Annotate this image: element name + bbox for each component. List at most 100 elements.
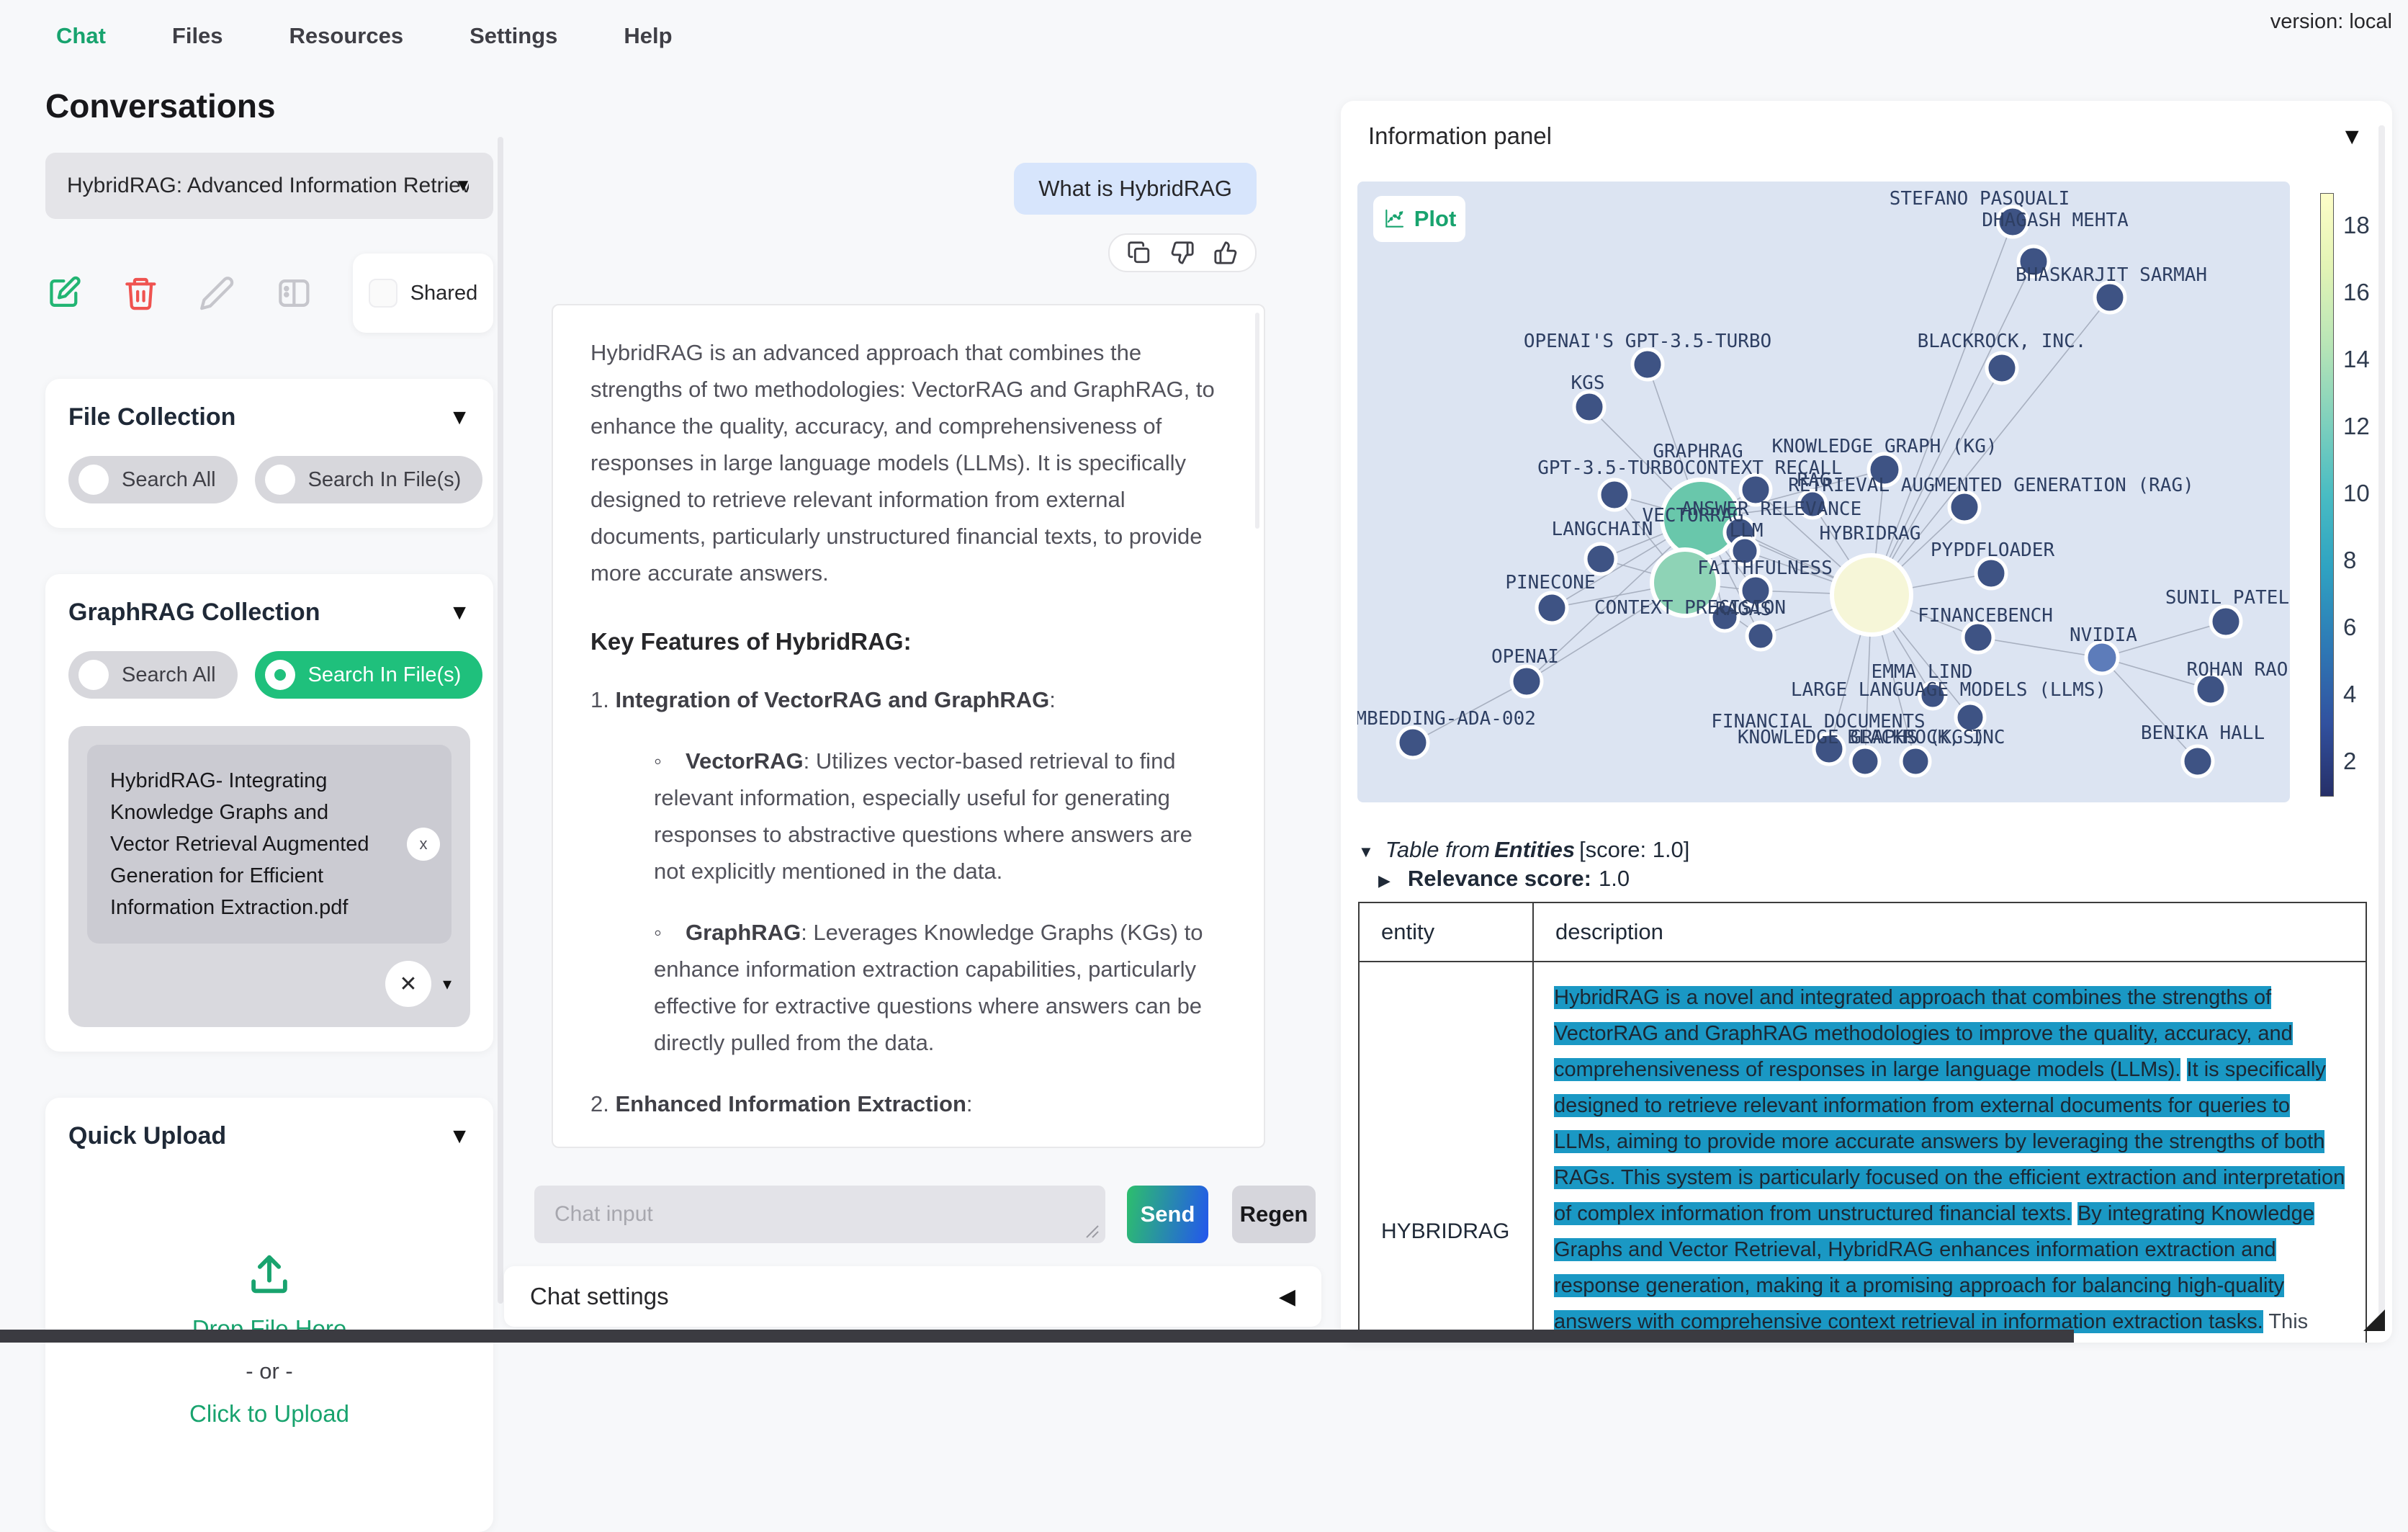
plot-tab-label: Plot: [1414, 206, 1457, 231]
graph-node-label: LANGCHAIN: [1552, 519, 1653, 540]
graph-node: [1583, 542, 1618, 576]
graph-node-label: LLM: [1730, 520, 1764, 542]
graph-node-label: BENIKA HALL: [2141, 722, 2265, 744]
information-panel: Information panel ▼ VECTORRAG HYBRIDRAG ST…: [1341, 101, 2392, 1343]
graph-node-label: GPT-3.5-TURBO: [1537, 457, 1684, 479]
resize-handle-icon[interactable]: [1084, 1223, 1100, 1239]
chat-input[interactable]: Chat input: [534, 1186, 1105, 1243]
send-button[interactable]: Send: [1127, 1186, 1208, 1243]
graph-node: [1509, 664, 1544, 699]
graph-node-label: RETRIEVAL AUGMENTED GENERATION (RAG): [1788, 475, 2194, 496]
graph-node: [1995, 205, 2030, 239]
regen-button[interactable]: Regen: [1232, 1186, 1316, 1243]
graph-node-label: EMMA LIND: [1872, 661, 1973, 683]
graph-node-label: GRAPHRAG: [1653, 441, 1743, 462]
graphrag-file-multiselect[interactable]: HybridRAG- Integrating Knowledge Graphs …: [68, 726, 470, 1027]
colorbar-tick: 12: [2343, 413, 2370, 439]
expand-triangle-icon[interactable]: ▶: [1378, 872, 1391, 890]
split-view-button[interactable]: [276, 274, 313, 312]
table-caption[interactable]: ▼ Table from Entities [score: 1.0]: [1358, 837, 1689, 863]
graph-node-label: ANSWER RELEVANCE: [1681, 498, 1861, 520]
colorbar-tick: 10: [2343, 480, 2370, 506]
collapse-icon[interactable]: ▼: [449, 405, 470, 429]
relevance-row[interactable]: ▶ Relevance score: 1.0: [1378, 866, 1630, 892]
colorbar-ticks: 18 16 14 12 10 8 6 4 2: [2343, 193, 2386, 797]
table-row: HYBRIDRAG HybridRAG is a novel and integ…: [1358, 961, 2367, 1343]
graph-node: [1745, 620, 1776, 652]
chevron-down-icon[interactable]: ▾: [442, 974, 452, 994]
graphrag-search-in-files-toggle[interactable]: Search In File(s): [254, 651, 483, 699]
description-column-header: description: [1532, 902, 2367, 962]
graph-node: [1830, 553, 1913, 637]
panel-scrollbar[interactable]: [2378, 125, 2385, 1321]
graph-node: [1947, 490, 1982, 524]
chat-settings-bar[interactable]: Chat settings ◀: [504, 1266, 1321, 1327]
graph-node: [1954, 701, 1987, 734]
graph-node-label: STEFANO PASQUALI: [1890, 188, 2070, 210]
caption-score: [score: 1.0]: [1579, 837, 1690, 862]
chat-settings-label: Chat settings: [530, 1283, 669, 1309]
chevron-left-icon[interactable]: ◀: [1278, 1284, 1295, 1309]
collapse-icon[interactable]: ▼: [449, 600, 470, 624]
collapse-icon[interactable]: ▼: [449, 1124, 470, 1148]
shared-toggle-card: Shared: [352, 254, 493, 333]
file-collection-card: File Collection ▼ Search All Search In F…: [45, 379, 493, 528]
remove-file-icon[interactable]: x: [407, 828, 440, 861]
conversation-select[interactable]: HybridRAG: Advanced Information Retrieve…: [45, 153, 493, 219]
entity-cell: HYBRIDRAG: [1358, 961, 1534, 1343]
graph-node-label: PYPDFLOADER: [1931, 539, 2055, 561]
colorbar-tick: 16: [2343, 279, 2370, 305]
nav-item-help[interactable]: Help: [624, 23, 673, 48]
file-search-all-toggle[interactable]: Search All: [68, 456, 238, 503]
graph-node-label: BHASKARJIT SARMAH: [2016, 264, 2207, 286]
delete-conversation-button[interactable]: [122, 274, 159, 312]
top-nav: Chat Files Resources Settings Help: [0, 0, 2408, 72]
plot-tab-button[interactable]: Plot: [1373, 196, 1465, 242]
collapse-triangle-icon[interactable]: ▼: [1358, 843, 1374, 861]
or-label: - or -: [246, 1358, 293, 1384]
graph-node-label: KNOWLEDGE GRAPHS (KGS): [1738, 727, 1985, 748]
new-conversation-button[interactable]: [45, 274, 82, 312]
graph-node-label: RAG: [1797, 470, 1831, 491]
conversations-title: Conversations: [45, 87, 276, 125]
horizontal-scrollbar[interactable]: [0, 1330, 2074, 1343]
resize-corner-icon[interactable]: [2363, 1309, 2385, 1331]
colorbar-tick: 6: [2343, 614, 2357, 640]
nav-item-chat[interactable]: Chat: [56, 23, 106, 48]
collapse-icon[interactable]: ▼: [2340, 122, 2363, 149]
graph-node-label: FINANCEBENCH: [1918, 605, 2053, 627]
file-collection-title: File Collection: [68, 403, 236, 431]
quick-upload-card: Quick Upload ▼ Drop File Here - or - Cli…: [45, 1098, 493, 1532]
graph-node: [1630, 347, 1665, 382]
nav-item-files[interactable]: Files: [171, 23, 223, 48]
copy-icon[interactable]: [1127, 241, 1151, 265]
nav-item-settings[interactable]: Settings: [470, 23, 558, 48]
click-to-upload-link[interactable]: Click to Upload: [189, 1400, 349, 1427]
relevance-value: 1.0: [1598, 866, 1630, 891]
shared-checkbox[interactable]: [368, 279, 397, 308]
network-graph[interactable]: VECTORRAG HYBRIDRAG STEFANO PASQUALIDHAGAS…: [1357, 182, 2290, 802]
file-search-in-files-toggle[interactable]: Search In File(s): [254, 456, 483, 503]
quick-upload-title: Quick Upload: [68, 1122, 227, 1150]
colorbar: [2320, 193, 2334, 797]
graph-node: [2016, 244, 2051, 279]
graph-node: [1650, 547, 1720, 618]
colorbar-tick: 18: [2343, 212, 2370, 238]
graphrag-search-all-toggle[interactable]: Search All: [68, 651, 238, 699]
graph-node-label: KGS: [1571, 372, 1605, 394]
thumbs-up-icon[interactable]: [1213, 241, 1238, 265]
thumbs-down-icon[interactable]: [1170, 241, 1195, 265]
sidebar-scrollbar[interactable]: [498, 137, 503, 1304]
graphrag-search-in-files-label: Search In File(s): [307, 663, 462, 686]
radio-icon: [78, 660, 109, 690]
rename-conversation-button[interactable]: [199, 274, 235, 312]
graph-node-label: CONTEXT PRECISION: [1594, 597, 1786, 619]
graph-node-label: CONTEXT RECALL: [1684, 457, 1842, 479]
radio-icon: [78, 465, 109, 495]
clear-selection-button[interactable]: ✕: [385, 961, 431, 1007]
graph-node-label: OPENAI'S GPT-3.5-TURBO: [1524, 331, 1771, 352]
radio-selected-icon: [264, 660, 295, 690]
conversation-actions: Shared: [45, 254, 493, 333]
nav-item-resources[interactable]: Resources: [289, 23, 404, 48]
selected-file-chip[interactable]: HybridRAG- Integrating Knowledge Graphs …: [87, 745, 452, 944]
